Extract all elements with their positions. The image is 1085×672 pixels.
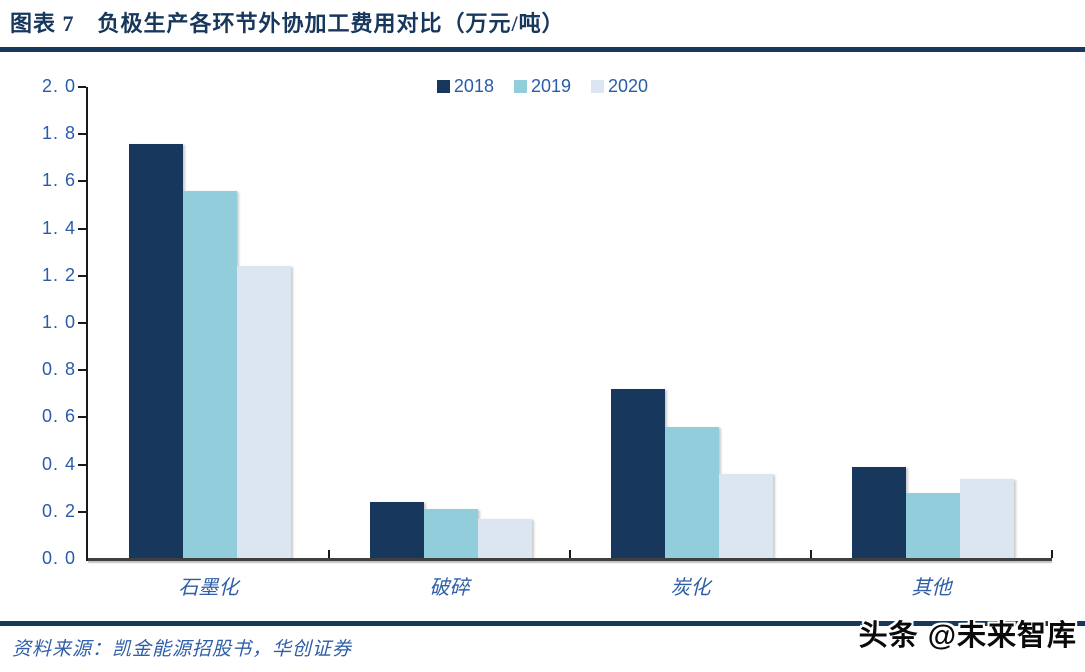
category-label-破碎: 破碎 xyxy=(429,577,470,599)
x-axis-line xyxy=(88,558,1052,561)
bar-2019-破碎 xyxy=(424,509,478,559)
category-label-炭化: 炭化 xyxy=(670,577,711,599)
bar-2018-石墨化 xyxy=(129,143,183,559)
y-axis-tick-label: 2. 0 xyxy=(41,76,76,96)
x-axis-tick xyxy=(810,550,812,558)
legend-swatch-2018-icon xyxy=(436,80,450,93)
y-axis-tick xyxy=(78,463,86,466)
y-axis-tick-label: 0. 4 xyxy=(41,453,76,474)
y-axis-tick-label: 1. 0 xyxy=(41,312,76,332)
y-axis-tick-label: 1. 6 xyxy=(41,170,76,191)
bar-2020-其他 xyxy=(960,478,1014,559)
x-axis-tick xyxy=(569,550,571,558)
y-axis-tick-label: 1. 4 xyxy=(41,217,76,238)
y-axis-tick xyxy=(78,227,86,230)
legend-item-2018: 2018 xyxy=(436,76,494,97)
legend-label-2018: 2018 xyxy=(453,76,494,96)
x-axis-tick xyxy=(1051,550,1053,558)
y-axis-tick xyxy=(78,133,86,136)
page-title: 图表 7 负极生产各环节外协加工费用对比（万元/吨） xyxy=(10,11,565,36)
title-divider xyxy=(0,47,1085,52)
y-axis-tick xyxy=(78,510,86,513)
y-axis-tick-label: 0. 0 xyxy=(41,548,76,568)
y-axis-tick-label: 0. 2 xyxy=(41,500,76,521)
legend-label-2019: 2019 xyxy=(530,76,572,96)
source-note: 资料来源：凯金能源招股书，华创证券 xyxy=(12,639,353,660)
y-axis-tick xyxy=(78,369,86,372)
legend-item-2019: 2019 xyxy=(513,76,572,97)
y-axis-tick xyxy=(78,180,86,183)
y-axis-tick-label: 1. 8 xyxy=(41,123,76,144)
legend-swatch-2019-icon xyxy=(513,80,527,93)
bar-2018-破碎 xyxy=(370,502,424,559)
bar-2019-石墨化 xyxy=(183,190,237,559)
y-axis-tick xyxy=(78,86,86,88)
legend-swatch-2020-icon xyxy=(591,80,605,93)
y-axis-line xyxy=(86,87,88,561)
bar-2020-炭化 xyxy=(719,474,773,559)
category-label-其他: 其他 xyxy=(911,577,952,599)
bar-2019-炭化 xyxy=(665,426,719,559)
chart-legend: 2018 2019 2020 xyxy=(0,76,1085,97)
y-axis-tick-label: 0. 8 xyxy=(41,359,76,380)
bar-2020-石墨化 xyxy=(237,266,291,559)
legend-label-2020: 2020 xyxy=(608,76,649,96)
legend-item-2020: 2020 xyxy=(591,76,648,97)
watermark: 头条 @未来智库 xyxy=(858,620,1077,652)
y-axis-tick xyxy=(78,416,86,419)
y-axis-tick-label: 1. 2 xyxy=(41,264,76,285)
bar-2020-破碎 xyxy=(478,518,532,559)
footer-divider xyxy=(0,621,1085,626)
y-axis-tick-label: 0. 6 xyxy=(41,406,76,427)
y-axis-tick xyxy=(78,274,86,277)
bar-2019-其他 xyxy=(906,492,960,559)
bar-2018-炭化 xyxy=(611,389,665,559)
y-axis-tick xyxy=(78,322,86,324)
category-label-石墨化: 石墨化 xyxy=(178,577,239,599)
x-axis-tick xyxy=(328,550,330,558)
bar-2018-其他 xyxy=(852,466,906,559)
